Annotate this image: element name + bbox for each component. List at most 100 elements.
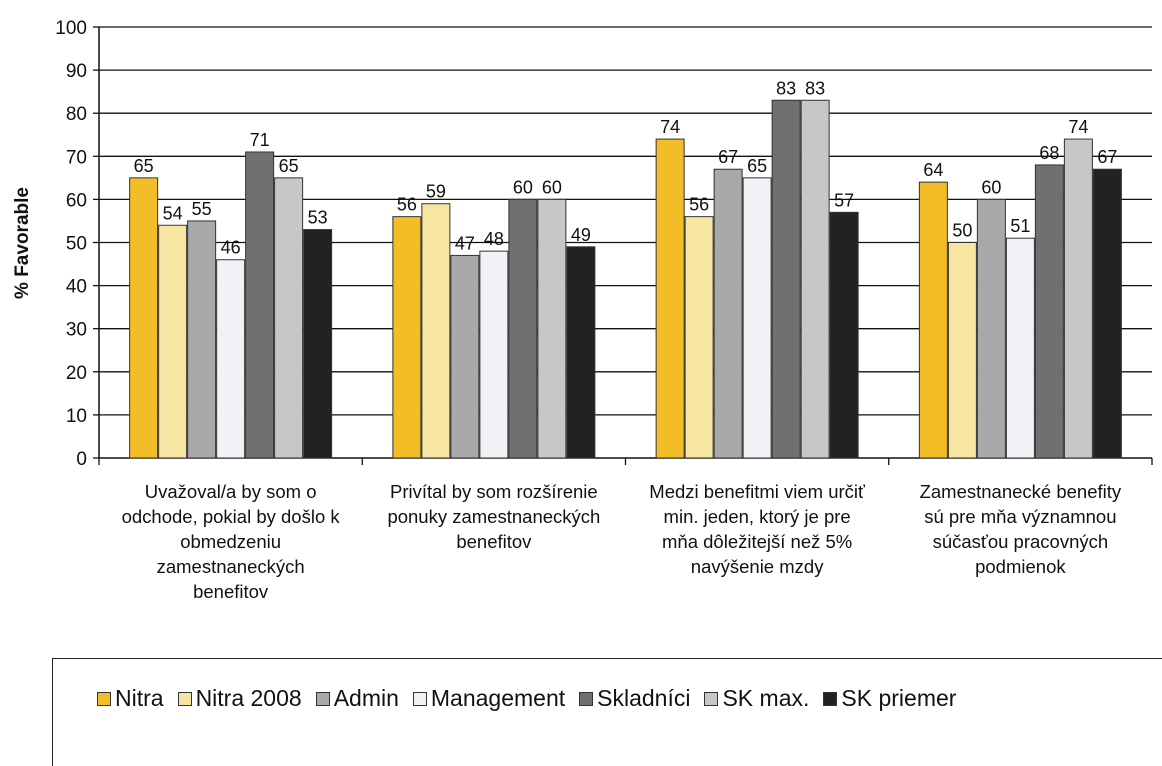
legend-label: Management [430,685,566,711]
category-label: benefitov [193,581,269,602]
category-label: ponuky zamestnaneckých [387,506,600,527]
bar [274,177,304,459]
y-tick-label: 40 [66,277,87,298]
data-label: 68 [1039,143,1059,163]
legend: Nitra Nitra 2008 Admin Management Skladníci S… [52,658,1162,766]
data-label: 47 [455,233,475,253]
y-tick-label: 10 [66,406,87,427]
legend-item: SK max. [704,685,809,712]
data-label: 48 [484,229,504,249]
data-label: 67 [1097,147,1117,167]
bar [450,254,480,459]
legend-label: Nitra [115,685,164,711]
data-label: 50 [952,221,972,241]
category-label: Privítal by som rozšírenie [390,481,598,502]
legend-label: Skladníci [597,685,691,711]
legend-item: Nitra [97,685,164,712]
bar [947,242,977,459]
y-tick-label: 100 [55,18,87,39]
category-label: odchode, pokial by došlo k [122,506,341,527]
bar [655,138,685,459]
legend-item: Management [412,685,566,712]
legend-swatch [315,691,330,706]
bar [392,216,422,459]
legend-swatch [704,691,719,706]
data-label: 60 [981,177,1001,197]
bar [918,181,948,459]
y-tick-label: 80 [66,104,87,125]
y-tick-label: 70 [66,147,87,168]
data-label: 60 [542,177,562,197]
data-label: 71 [250,130,270,150]
legend-swatch [412,691,427,706]
bar [216,259,246,459]
legend-swatch [823,691,838,706]
legend-swatch [177,691,192,706]
y-tick-label: 20 [66,363,87,384]
data-label: 56 [397,195,417,215]
data-label: 51 [1010,216,1030,236]
data-label: 67 [718,147,738,167]
category-label: Uvažoval/a by som o [145,481,317,502]
legend-label: Nitra 2008 [195,685,302,711]
bar [684,216,714,459]
category-label: navýšenie mzdy [691,556,824,577]
data-label: 49 [571,225,591,245]
bar [508,198,538,459]
legend-swatch [579,691,594,706]
data-label: 56 [689,195,709,215]
data-label: 57 [834,190,854,210]
bar [479,250,509,459]
data-label: 83 [776,78,796,98]
category-label: sú pre mňa významnou [924,506,1116,527]
y-axis-label: % Favorable [12,187,33,299]
bar [1063,138,1093,459]
data-label: 60 [513,177,533,197]
bar [976,198,1006,459]
legend-label: SK max. [722,685,810,711]
bar [129,177,159,459]
bar [713,168,743,459]
data-label: 74 [660,117,680,137]
bar [829,211,859,459]
y-tick-label: 30 [66,320,87,341]
category-label: Medzi benefitmi viem určiť [649,481,866,502]
legend-label: Admin [333,685,399,711]
legend-item: SK priemer [823,685,956,712]
legend-list: Nitra Nitra 2008 Admin Management Skladníci S… [97,685,970,712]
bar [566,246,596,459]
data-label: 59 [426,182,446,202]
bar [245,151,275,459]
legend-swatch [97,691,111,706]
y-tick-label: 0 [76,449,87,470]
legend-label: SK priemer [841,685,957,711]
bar [421,203,451,459]
data-label: 65 [747,156,767,176]
bar [537,198,567,459]
data-label: 65 [279,156,299,176]
data-label: 83 [805,78,825,98]
legend-item: Admin [315,685,399,712]
bar [742,177,772,459]
bar [1005,237,1035,459]
data-label: 53 [308,208,328,228]
bar [303,229,333,459]
bar [187,220,217,459]
category-label: mňa dôležitejší než 5% [662,531,852,552]
category-label: min. jeden, ktorý je pre [664,506,851,527]
bar [771,99,801,459]
y-tick-label: 90 [66,61,87,82]
data-label: 54 [163,203,183,223]
category-label: podmienok [975,556,1066,577]
y-tick-label: 50 [66,234,87,255]
bar-chart: % Favorable 0 10 20 30 40 50 60 70 80 90 100 65 54 55… [12,18,1153,602]
bar [158,224,188,459]
data-label: 74 [1068,117,1088,137]
category-label: benefitov [456,531,532,552]
category-label: obmedzeniu [180,531,281,552]
y-tick-label: 60 [66,190,87,211]
category-label: zamestnaneckých [157,556,305,577]
legend-item: Skladníci [579,685,690,712]
category-label: súčasťou pracovných [933,531,1109,552]
